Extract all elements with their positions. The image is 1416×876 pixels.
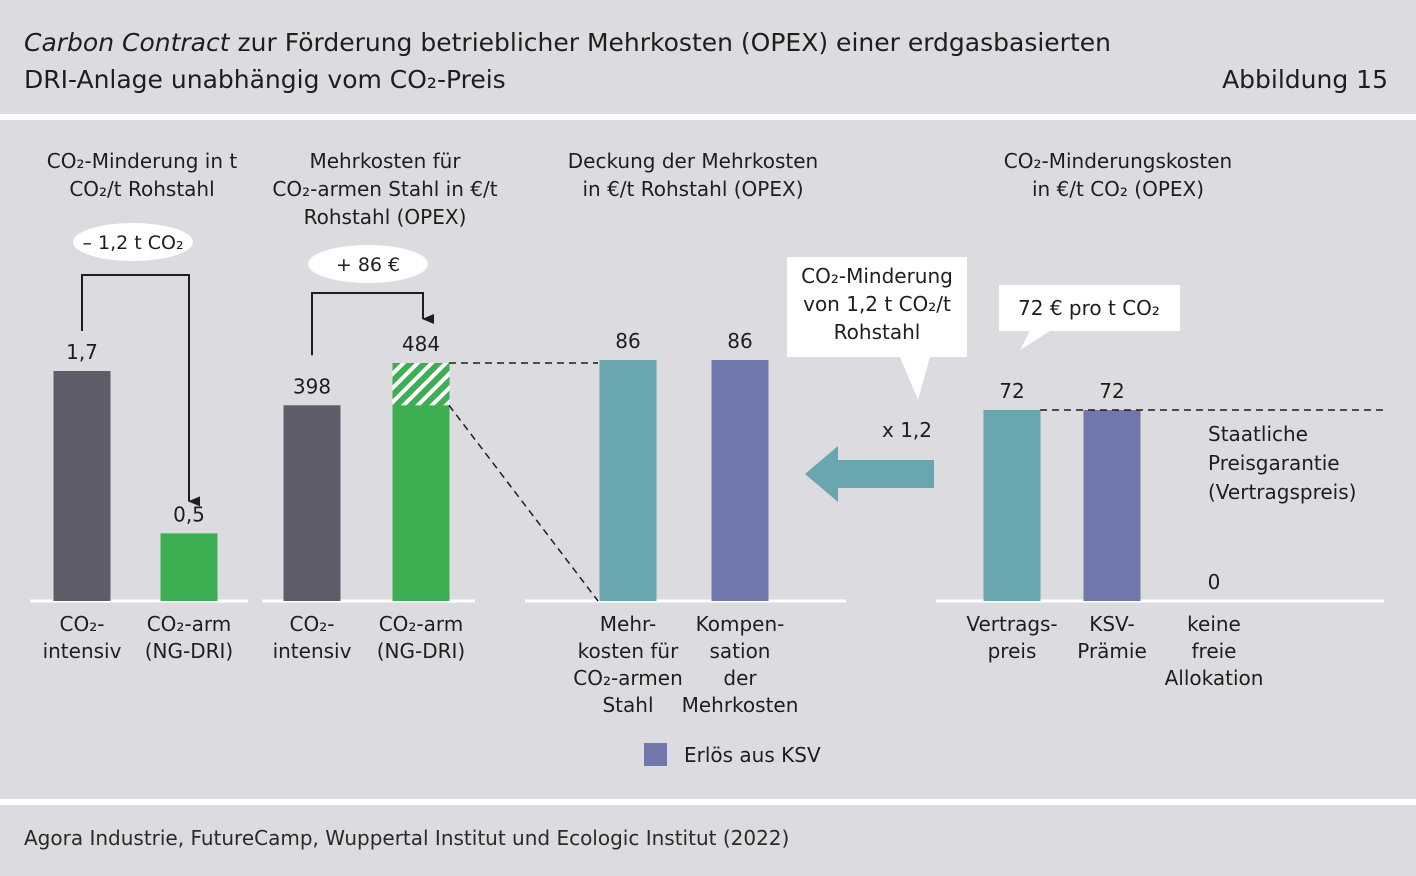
data-label: 398: [293, 374, 331, 398]
chart-title: CO₂/t Rohstahl: [69, 177, 214, 201]
category-label: Prämie: [1077, 639, 1147, 663]
bar: [711, 360, 769, 601]
annotation-text: – 1,2 t CO₂: [82, 232, 183, 254]
data-label: 0: [1208, 570, 1221, 594]
category-label: Vertrags-: [966, 612, 1057, 636]
data-label: 0,5: [173, 502, 205, 526]
category-label: CO₂-: [290, 612, 335, 636]
bar: [53, 371, 111, 601]
bar: [160, 533, 218, 601]
page-subtitle: DRI-Anlage unabhängig vom CO₂-Preis: [24, 65, 506, 94]
data-label: 1,7: [66, 340, 98, 364]
title-italic: Carbon Contract: [24, 28, 230, 57]
figure-label: Abbildung 15: [1222, 65, 1388, 94]
chart-title: CO₂-Minderung in t: [47, 149, 238, 173]
category-label: CO₂-arm: [147, 612, 232, 636]
header: Carbon Contract zur Förderung betrieblic…: [0, 0, 1416, 112]
data-label: 86: [615, 329, 640, 353]
bar-hatched-increment: [392, 363, 450, 406]
category-label: freie: [1192, 639, 1237, 663]
annotation-pill: [73, 223, 193, 261]
category-label: (NG-DRI): [145, 639, 233, 663]
data-label: 86: [727, 329, 752, 353]
bottom-divider: [0, 799, 1416, 805]
top-divider: [0, 114, 1416, 120]
reference-line-label: Preisgarantie: [1208, 451, 1340, 475]
category-label: Allokation: [1165, 666, 1264, 690]
chart-title: CO₂-Minderungskosten: [1004, 149, 1232, 173]
category-label: (NG-DRI): [377, 639, 465, 663]
annotation-text: + 86 €: [336, 254, 400, 276]
dashed-connector: [448, 404, 599, 602]
chart-title: in €/t CO₂ (OPEX): [1032, 177, 1204, 201]
price-callout: [999, 285, 1180, 350]
page-title: Carbon Contract zur Förderung betrieblic…: [24, 28, 1111, 57]
conversion-arrow-icon: [805, 446, 934, 502]
chart-title: CO₂-armen Stahl in €/t: [272, 177, 497, 201]
data-label: 484: [402, 332, 440, 356]
category-label: sation: [710, 639, 771, 663]
multiplier-label: x 1,2: [882, 418, 932, 442]
legend-label: Erlös aus KSV: [684, 743, 821, 767]
category-label: Kompen-: [696, 612, 785, 636]
category-label: der: [723, 666, 757, 690]
category-label: CO₂-: [60, 612, 105, 636]
chart-title: Rohstahl (OPEX): [304, 205, 467, 229]
price-callout-text: 72 € pro t CO₂: [1018, 296, 1160, 320]
category-label: CO₂-arm: [379, 612, 464, 636]
data-label: 72: [1099, 379, 1124, 403]
category-label: keine: [1187, 612, 1241, 636]
bar: [599, 360, 657, 601]
chart-title: Mehrkosten für: [309, 149, 461, 173]
bar: [983, 410, 1041, 601]
reference-line-label: (Vertragspreis): [1208, 480, 1356, 504]
chart-title: Deckung der Mehrkosten: [568, 149, 818, 173]
annotation-pill: [308, 245, 428, 283]
title-rest: zur Förderung betrieblicher Mehrkosten (…: [229, 28, 1111, 57]
category-label: intensiv: [273, 639, 352, 663]
reduction-callout: [787, 257, 967, 400]
bar: [1083, 410, 1141, 601]
cost-increase-arrow: [311, 292, 434, 356]
legend-swatch: [644, 743, 667, 766]
reduction-callout-text: Rohstahl: [834, 320, 921, 344]
source-note: Agora Industrie, FutureCamp, Wuppertal I…: [24, 826, 790, 850]
category-label: kosten für: [578, 639, 679, 663]
category-label: Mehrkosten: [682, 693, 799, 717]
category-label: Mehr-: [600, 612, 656, 636]
category-label: preis: [988, 639, 1037, 663]
reference-line-label: Staatliche: [1208, 422, 1308, 446]
reduction-callout-text: von 1,2 t CO₂/t: [803, 292, 951, 316]
category-label: Stahl: [602, 693, 653, 717]
reduction-callout-text: CO₂-Minderung: [801, 264, 953, 288]
category-label: KSV-: [1089, 612, 1135, 636]
category-label: CO₂-armen: [573, 666, 683, 690]
bar: [283, 405, 341, 601]
category-label: intensiv: [43, 639, 122, 663]
data-label: 72: [999, 379, 1024, 403]
reduction-arrow: [81, 274, 200, 507]
chart-title: in €/t Rohstahl (OPEX): [582, 177, 803, 201]
